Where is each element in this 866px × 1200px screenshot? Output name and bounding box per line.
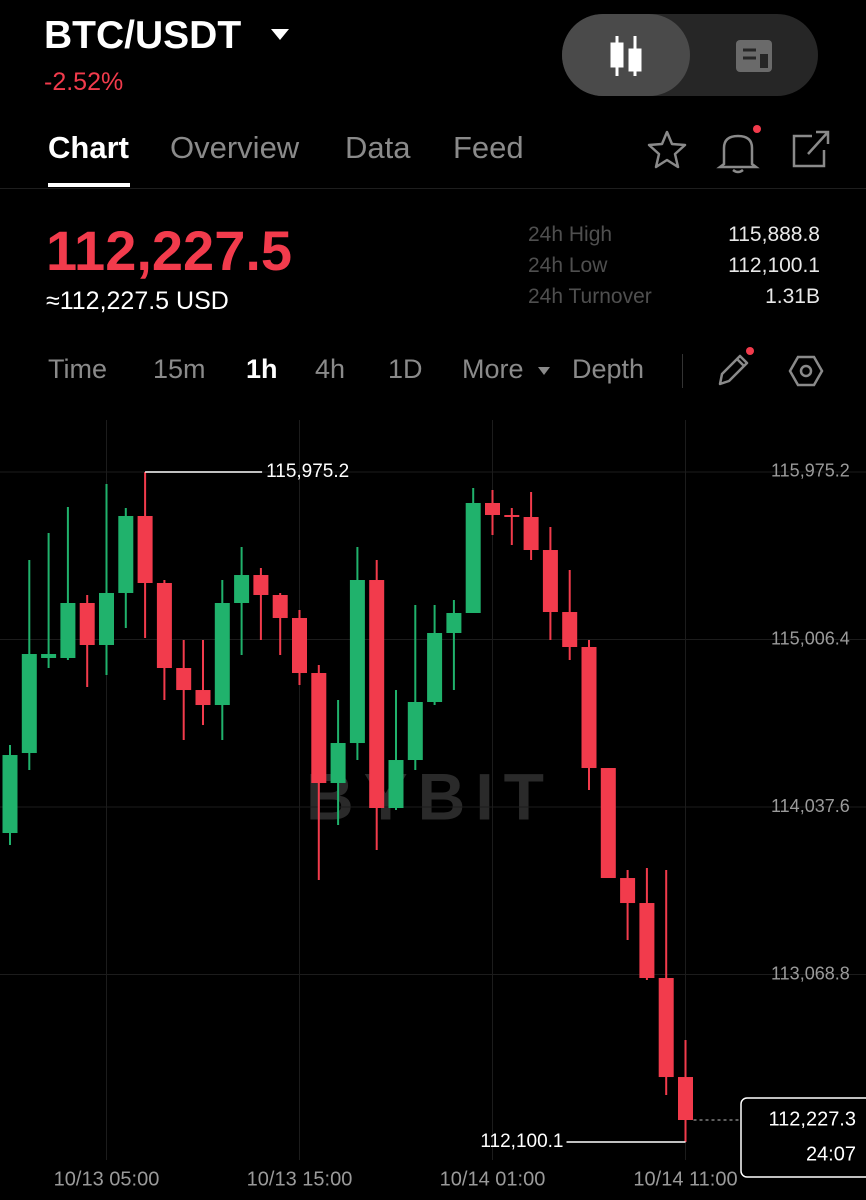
candle-body (600, 768, 616, 879)
candle-body (176, 668, 192, 691)
candle-body (658, 978, 674, 1078)
bell-icon[interactable] (716, 134, 760, 174)
notification-dot (746, 347, 754, 355)
divider (682, 354, 683, 388)
candle-body (446, 612, 462, 633)
candle-body (156, 582, 172, 669)
candle-body (620, 878, 636, 904)
last-price-label: 112,227.3 (769, 1108, 857, 1130)
interval[interactable]: More (462, 354, 524, 384)
candle-body (581, 647, 597, 769)
candle-body (407, 702, 423, 761)
candle-body (465, 502, 481, 613)
candle-body (214, 603, 230, 706)
candle-icon (610, 36, 642, 76)
candle-body (137, 515, 153, 583)
change: -2.52% (44, 68, 124, 96)
interval[interactable]: Time (48, 354, 107, 384)
stat-label: 24h High (528, 223, 613, 246)
settings-icon[interactable] (788, 355, 824, 387)
chart-view-button[interactable] (562, 14, 690, 96)
notification-dot (753, 125, 761, 133)
tab-underline (48, 183, 130, 187)
stat-label: 24h Low (528, 254, 608, 277)
last-price: 112,227.5 (46, 219, 293, 282)
usd-price: ≈112,227.5 USD (46, 287, 229, 315)
x-tick-label: 10/13 15:00 (247, 1168, 353, 1190)
x-tick-label: 10/14 11:00 (633, 1168, 737, 1190)
stat-value: 115,888.8 (728, 223, 820, 246)
tab[interactable]: Chart (48, 130, 129, 165)
candle-body (523, 517, 539, 551)
candle-body (311, 673, 327, 784)
candle-body (2, 755, 18, 834)
candle-body (330, 743, 346, 784)
candle-body (369, 580, 385, 809)
candle-body (99, 592, 114, 645)
toolbar-icons (647, 125, 830, 174)
divider (0, 188, 866, 189)
pair[interactable]: BTC/USDT (44, 14, 242, 57)
tab[interactable]: Feed (453, 130, 524, 165)
y-tick-label: 115,975.2 (771, 461, 850, 481)
y-tick-label: 115,006.4 (771, 628, 850, 648)
candle-body (234, 575, 250, 604)
candle-body (21, 654, 37, 754)
share-icon[interactable] (792, 130, 830, 168)
x-tick-label: 10/14 01:00 (440, 1168, 546, 1190)
candle-body (562, 612, 578, 648)
candle-body (388, 760, 404, 809)
candle-body (60, 603, 76, 659)
candle-body (118, 515, 134, 593)
x-tick-label: 10/13 05:00 (54, 1168, 160, 1190)
countdown: 24:07 (806, 1143, 856, 1165)
pair-dropdown[interactable] (270, 28, 290, 42)
pencil-icon[interactable] (718, 354, 749, 386)
candlestick-chart: BYBIT 115,975.2 115,006.4 114,037.6 113,068.… (0, 420, 866, 1190)
interval[interactable]: 15m (153, 354, 206, 384)
watermark: BYBIT (306, 759, 554, 833)
candle-body (427, 632, 443, 703)
low-label: 112,100.1 (480, 1131, 563, 1152)
more-dropdown[interactable] (537, 366, 551, 376)
stat-value: 112,100.1 (728, 254, 820, 277)
candle-body (678, 1077, 693, 1121)
candle-body (349, 580, 365, 744)
star-icon[interactable] (647, 130, 687, 169)
candle-body (485, 502, 500, 515)
interval[interactable]: 4h (315, 354, 346, 384)
info-view-button[interactable] (690, 14, 818, 96)
interval[interactable]: 1h (246, 354, 278, 384)
y-tick-label: 114,037.6 (771, 796, 850, 816)
last-price-box (740, 1097, 866, 1178)
interval[interactable]: Depth (572, 354, 645, 384)
candle-body (272, 594, 288, 619)
candle-body (639, 903, 655, 979)
chart-tools (718, 347, 824, 387)
candle-body (292, 618, 307, 674)
candle-body (41, 654, 57, 659)
candle-body (79, 603, 95, 645)
stat-value: 1.31B (765, 285, 820, 308)
candle-body (195, 690, 211, 706)
stat-label: 24h Turnover (528, 285, 652, 308)
candle-body (504, 514, 520, 518)
candle-body (542, 550, 558, 613)
y-tick-label: 113,068.8 (771, 963, 850, 983)
tab[interactable]: Overview (170, 130, 300, 165)
high-label: 115,975.2 (266, 461, 349, 482)
candle-body (253, 575, 269, 595)
tab[interactable]: Data (345, 130, 411, 165)
interval[interactable]: 1D (388, 354, 423, 384)
